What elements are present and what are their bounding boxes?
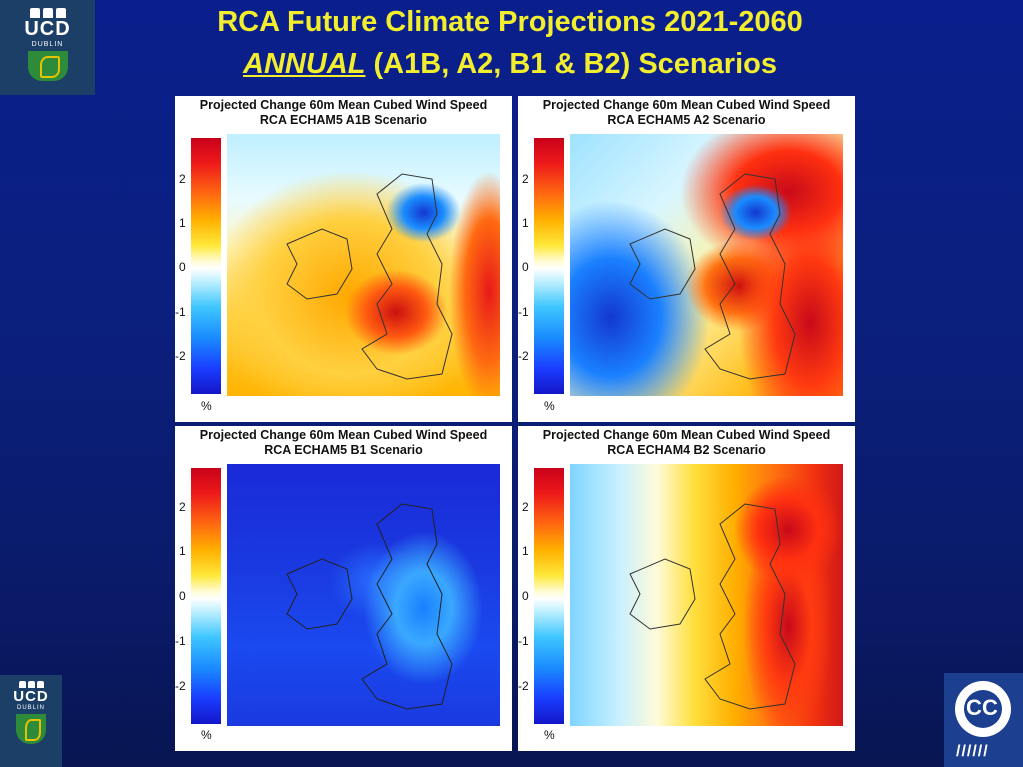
panel-title-line1: Projected Change 60m Mean Cubed Wind Spe… bbox=[199, 98, 488, 112]
coastline-outline bbox=[286, 503, 453, 710]
ucd-logo-bottom: UCD DUBLIN bbox=[0, 675, 62, 767]
panel-title-line1: Projected Change 60m Mean Cubed Wind Spe… bbox=[542, 428, 831, 442]
logo-cc-text: C C bbox=[966, 695, 998, 720]
panel-title-line2: RCA ECHAM5 A1B Scenario bbox=[259, 113, 428, 127]
harp-icon bbox=[27, 51, 68, 81]
colorbar-tick: 0 bbox=[179, 589, 186, 603]
colorbar-tick: 0 bbox=[522, 589, 529, 603]
colorbar-tick: 1 bbox=[522, 216, 529, 230]
colorbar bbox=[191, 468, 221, 724]
ucd-logo-word: UCD bbox=[24, 18, 71, 40]
coastline-outline bbox=[286, 173, 453, 380]
logo-rain-lines: ////// bbox=[956, 743, 989, 760]
colorbar-tick: 1 bbox=[522, 544, 529, 558]
panel-b2: Projected Change 60m Mean Cubed Wind Spe… bbox=[518, 426, 855, 751]
colorbar-tick: 2 bbox=[522, 500, 529, 514]
colorbar-unit: % bbox=[201, 728, 212, 742]
logo-ring-inner bbox=[964, 690, 1002, 728]
colorbar-tick: 2 bbox=[522, 172, 529, 186]
colorbar-tick: 0 bbox=[179, 260, 186, 274]
colorbar-tick: -1 bbox=[175, 305, 186, 319]
ucd-logo-word: UCD bbox=[13, 688, 49, 705]
harp-icon bbox=[16, 714, 46, 744]
slide-title-line2: ANNUAL (A1B, A2, B1 & B2) Scenarios bbox=[120, 48, 900, 81]
colorbar-tick: -1 bbox=[518, 634, 529, 648]
ucd-logo-top: UCD DUBLIN bbox=[0, 0, 95, 95]
colorbar bbox=[534, 138, 564, 394]
colorbar bbox=[191, 138, 221, 394]
panel-title-line1: Projected Change 60m Mean Cubed Wind Spe… bbox=[199, 428, 488, 442]
colorbar-unit: % bbox=[544, 728, 555, 742]
colorbar-unit: % bbox=[544, 399, 555, 413]
colorbar-tick: 2 bbox=[179, 500, 186, 514]
panel-b1: Projected Change 60m Mean Cubed Wind Spe… bbox=[175, 426, 512, 751]
map-b1 bbox=[227, 464, 500, 726]
colorbar-tick: 1 bbox=[179, 544, 186, 558]
map-a1b bbox=[227, 134, 500, 396]
slide-title-annual: ANNUAL bbox=[243, 48, 366, 80]
panel-title-line2: RCA ECHAM5 B1 Scenario bbox=[264, 443, 423, 457]
colorbar-tick: -2 bbox=[518, 679, 529, 693]
colorbar-tick: 1 bbox=[179, 216, 186, 230]
panel-title-line2: RCA ECHAM4 B2 Scenario bbox=[607, 443, 766, 457]
colorbar-tick: -1 bbox=[175, 634, 186, 648]
slide-title-scenarios: (A1B, A2, B1 & B2) Scenarios bbox=[365, 48, 777, 80]
colorbar-tick: -2 bbox=[175, 349, 186, 363]
panel-a2: Projected Change 60m Mean Cubed Wind Spe… bbox=[518, 96, 855, 422]
ucd-logo-sub: DUBLIN bbox=[31, 41, 64, 48]
colorbar-unit: % bbox=[201, 399, 212, 413]
c4i-logo: C C ////// bbox=[944, 673, 1023, 767]
map-a2 bbox=[570, 134, 843, 396]
colorbar bbox=[534, 468, 564, 724]
ucd-logo-sub: DUBLIN bbox=[16, 705, 45, 711]
coastline-outline bbox=[629, 503, 796, 710]
panel-title-line2: RCA ECHAM5 A2 Scenario bbox=[607, 113, 766, 127]
coastline-outline bbox=[629, 173, 796, 380]
colorbar-tick: 0 bbox=[522, 260, 529, 274]
panel-title-line1: Projected Change 60m Mean Cubed Wind Spe… bbox=[542, 98, 831, 112]
panel-a1b: Projected Change 60m Mean Cubed Wind Spe… bbox=[175, 96, 512, 422]
slide-title-line1: RCA Future Climate Projections 2021-2060 bbox=[217, 6, 803, 38]
colorbar-tick: -2 bbox=[175, 679, 186, 693]
map-b2 bbox=[570, 464, 843, 726]
colorbar-tick: -2 bbox=[518, 349, 529, 363]
colorbar-tick: 2 bbox=[179, 172, 186, 186]
colorbar-tick: -1 bbox=[518, 305, 529, 319]
